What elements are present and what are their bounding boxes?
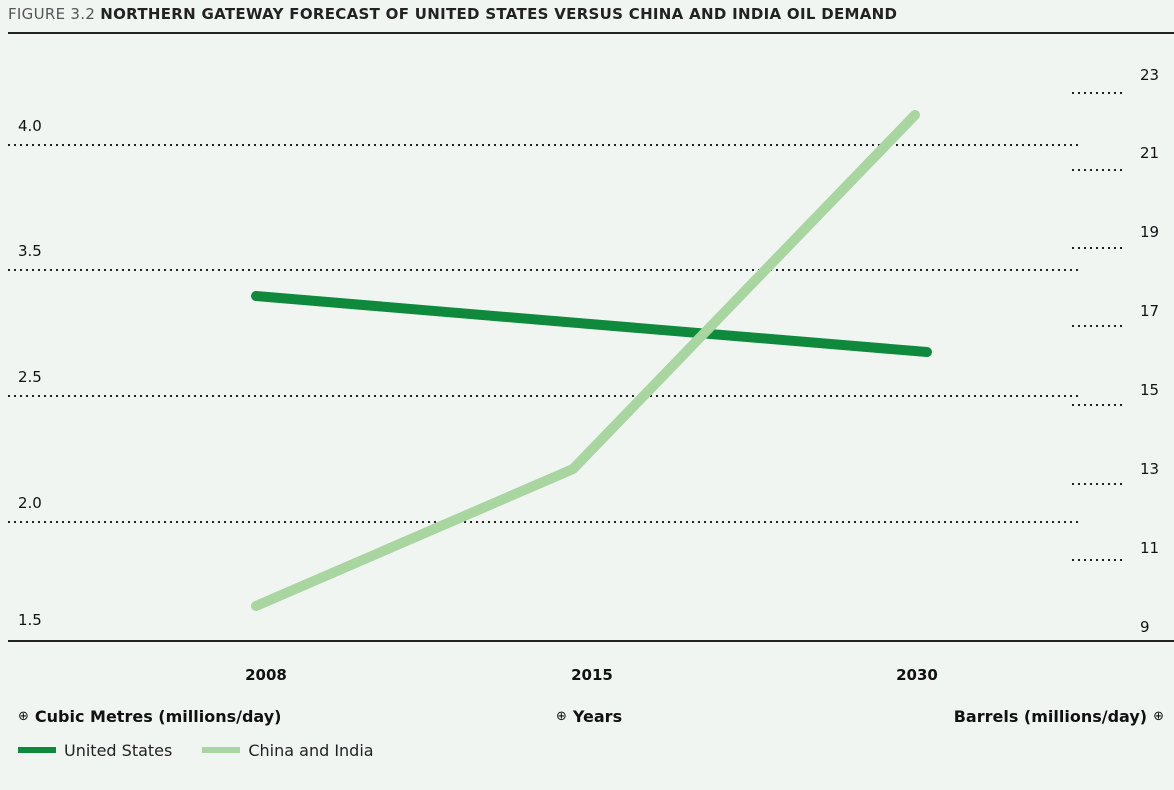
x-tick-label: 2030 [896,666,938,684]
right-axis-label: Barrels (millions/day) ⊕ [954,707,1164,726]
right-arrow-icon: ⊕ [556,709,567,724]
axis-labels-row: ⊕ Cubic Metres (millions/day) ⊕ Years Ba… [0,707,1174,731]
figure-header: FIGURE 3.2 NORTHERN GATEWAY FORECAST OF … [8,5,897,23]
left-axis-label-text: Cubic Metres (millions/day) [34,707,282,726]
right-tick-label: 21 [1140,144,1159,162]
right-axis-label-text: Barrels (millions/day) [953,707,1148,726]
x-tick-label: 2008 [245,666,287,684]
series-legend: United States China and India [18,740,404,760]
x-axis-label: ⊕ Years [556,707,622,726]
top-rule [8,32,1174,34]
left-tick-label: 2.0 [18,494,42,512]
left-gridlines [8,144,1082,523]
legend-swatch-united-states [18,747,56,753]
up-arrow-icon: ⊕ [1153,709,1164,724]
right-tick-label: 23 [1140,66,1159,84]
figure-title: NORTHERN GATEWAY FORECAST OF UNITED STAT… [100,5,898,23]
left-tick-label: 1.5 [18,611,42,629]
series-line-china-india [251,110,920,611]
left-axis-label: ⊕ Cubic Metres (millions/day) [18,707,281,726]
right-tick-label: 19 [1140,223,1159,241]
left-tick-label: 4.0 [18,117,42,135]
right-tick-label: 9 [1140,618,1150,636]
series-layer [251,110,932,611]
series-line-united-states [251,291,932,357]
legend-swatch-china-india [202,747,241,753]
up-arrow-icon: ⊕ [18,709,29,724]
x-tick-label: 2015 [571,666,613,684]
chart-plot: 1.5 2.0 2.5 3.5 4.0 9 11 13 15 17 19 21 23 2008 2015… [8,66,1174,684]
right-axis-ticks: 9 11 13 15 17 19 21 23 [1140,66,1159,636]
x-axis-ticks: 2008 2015 2030 [245,666,938,684]
x-axis-label-text: Years [572,707,623,726]
legend-item-china-india: China and India [202,740,374,760]
legend-item-united-states: United States [18,741,172,760]
legend-label-china-india: China and India [248,740,374,760]
figure-number: FIGURE 3.2 [8,5,96,23]
legend-label-united-states: United States [64,740,173,760]
right-gridlines [1072,92,1124,561]
right-tick-label: 17 [1140,302,1159,320]
right-tick-label: 15 [1140,381,1159,399]
right-tick-label: 13 [1140,460,1159,478]
left-tick-label: 2.5 [18,368,42,386]
left-tick-label: 3.5 [18,242,42,260]
right-tick-label: 11 [1140,539,1159,557]
left-axis-ticks: 1.5 2.0 2.5 3.5 4.0 [18,117,42,629]
